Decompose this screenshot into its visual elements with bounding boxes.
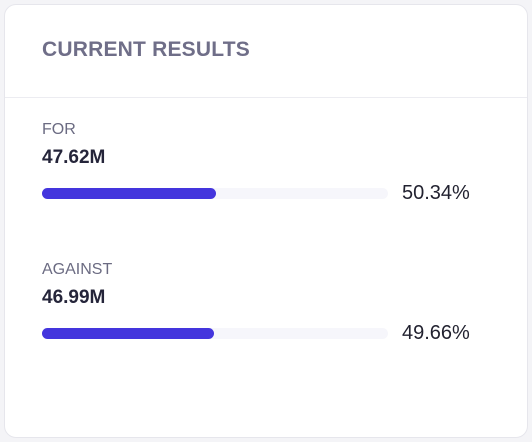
result-label: AGAINST xyxy=(42,261,113,278)
result-amount: 46.99M xyxy=(42,287,106,308)
progress-track xyxy=(42,188,388,199)
progress-track xyxy=(42,328,388,339)
progress-fill xyxy=(42,328,214,339)
progress-fill xyxy=(42,188,217,199)
result-label: FOR xyxy=(42,121,76,138)
card-title: CURRENT RESULTS xyxy=(42,38,250,61)
result-group: AGAINST 46.99M 49.66% xyxy=(42,261,512,361)
result-percent: 49.66% xyxy=(402,322,470,344)
result-group: FOR 47.62M 50.34% xyxy=(42,121,512,221)
results-card: CURRENT RESULTS FOR 47.62M 50.34% AGAINST 46… xyxy=(4,4,528,438)
divider xyxy=(5,97,527,98)
result-percent: 50.34% xyxy=(402,182,470,204)
result-amount: 47.62M xyxy=(42,147,106,168)
